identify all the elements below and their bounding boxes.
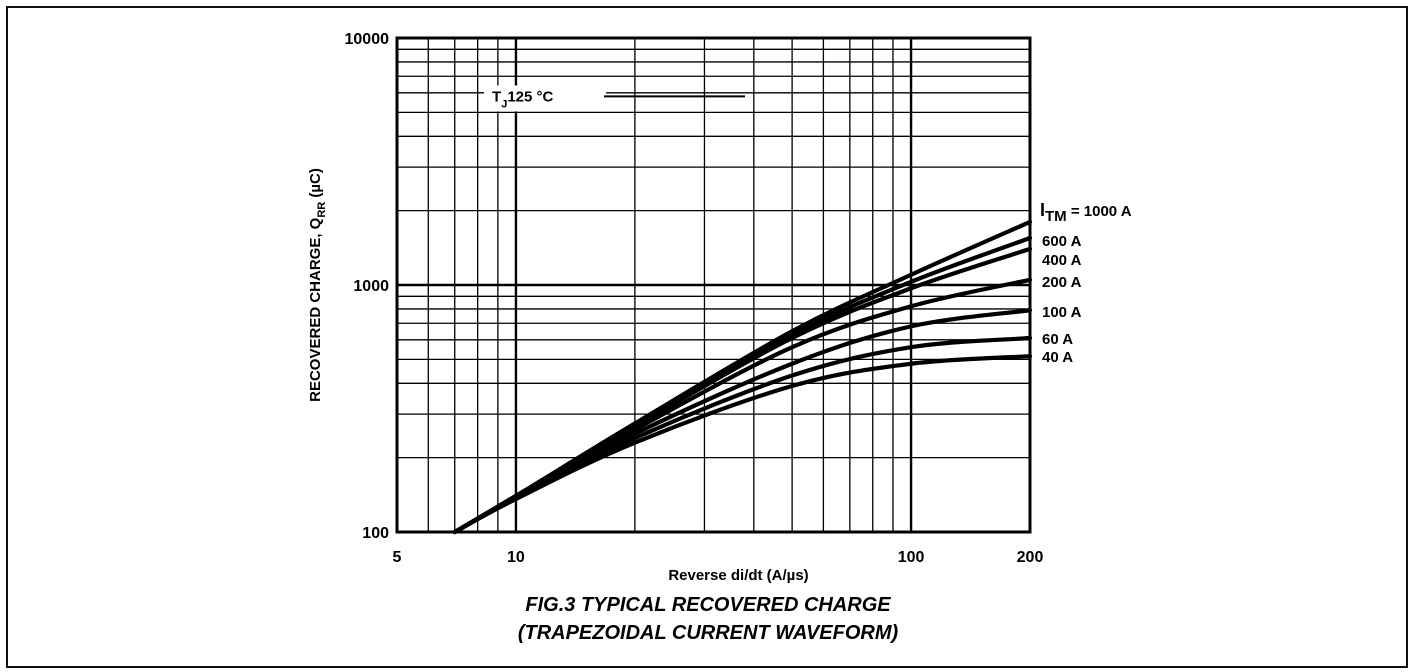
series-line [452,277,1033,535]
series-label: 60 A [1042,331,1073,348]
series-label: 400 A [1042,252,1082,269]
y-tick-label: 1000 [353,278,389,295]
temperature-annotation: TJ125 °C [484,85,746,112]
figure-frame [6,6,1408,668]
annotation-bg [484,85,607,112]
series-labels: 600 A 400 A 200 A 100 A 60 A40 A [1042,233,1082,366]
chart-series [452,219,1033,535]
y-tick-label: 10000 [345,31,390,48]
series-line [452,246,1033,535]
series-header-label: ITM = 1000 A [1040,200,1132,225]
y-axis-label: RECOVERED CHARGE, QRR (µC) [307,168,328,402]
series-line [452,335,1033,535]
x-tick-label: 10 [507,549,525,566]
series-label: 40 A [1042,349,1073,366]
figure-caption-line-1: FIG.3 TYPICAL RECOVERED CHARGE [525,594,891,616]
series-label: 100 A [1042,304,1082,321]
x-tick-label: 5 [393,549,402,566]
series-line [452,354,1033,535]
series-label: 600 A [1042,233,1082,250]
x-tick-label: 200 [1017,549,1044,566]
chart-grid [397,38,1030,532]
series-label: 200 A [1042,274,1082,291]
svg-text:TJ125 °C: TJ125 °C [492,88,553,110]
figure-caption-line-2: (TRAPEZOIDAL CURRENT WAVEFORM) [517,622,899,644]
x-axis-label: Reverse di/dt (A/µs) [668,567,808,584]
y-tick-label: 100 [362,525,389,542]
plot-border [395,36,1032,534]
chart-ticks: 5 10 100 200 100 1000 10000 [345,31,1044,566]
x-tick-label: 100 [898,549,925,566]
